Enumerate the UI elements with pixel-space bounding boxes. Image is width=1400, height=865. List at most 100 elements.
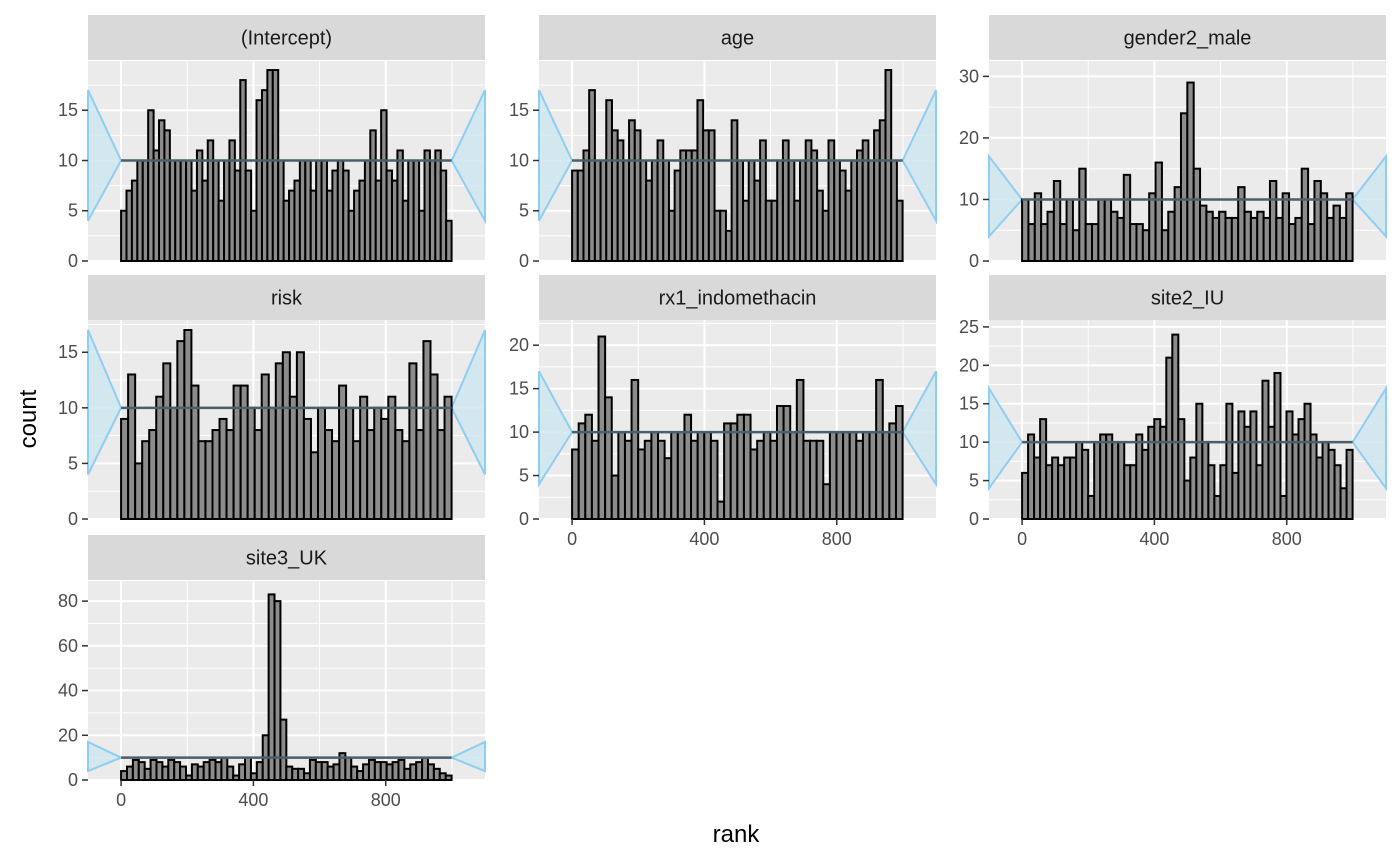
y-tick-label: 15 <box>509 379 529 399</box>
y-axis-rx1-indomethacin: 0 5 10 15 20 <box>509 335 539 529</box>
bar <box>232 384 242 520</box>
y-tick-label: 10 <box>509 150 529 170</box>
bar <box>197 440 207 520</box>
facet-risk: risk 0 5 10 15 <box>58 275 486 529</box>
y-tick-label: 5 <box>519 466 529 486</box>
y-tick-label: 15 <box>58 100 78 120</box>
bar <box>218 417 228 520</box>
bar <box>225 429 235 520</box>
x-tick-label: 0 <box>567 529 577 549</box>
bar <box>895 199 904 262</box>
strip-intercept <box>88 15 485 60</box>
bar <box>204 440 214 520</box>
y-tick-label: 0 <box>969 509 979 529</box>
strip-gender2-male <box>989 15 1386 60</box>
strip-rx1-indomethacin <box>539 275 936 320</box>
x-axis-site2-iu: 0 400 800 <box>1017 519 1302 549</box>
x-axis-rx1-indomethacin: 0 400 800 <box>567 519 852 549</box>
bar <box>1300 167 1310 262</box>
x-tick-label: 800 <box>822 529 852 549</box>
y-axis-site2-iu: 0 5 10 15 20 25 <box>959 317 989 529</box>
y-tick-label: 30 <box>959 66 979 86</box>
x-tick-label: 0 <box>116 790 126 810</box>
y-tick-label: 5 <box>969 471 979 491</box>
bar <box>1052 180 1062 262</box>
bar <box>274 362 284 520</box>
y-axis-site3-uk: 0 20 40 60 80 <box>58 591 88 790</box>
bar <box>1177 418 1186 520</box>
bar <box>1345 448 1354 521</box>
y-tick-label: 15 <box>509 100 529 120</box>
y-tick-label: 40 <box>58 681 78 701</box>
bar <box>436 429 446 520</box>
bar <box>302 417 312 520</box>
strip-label-risk: risk <box>271 288 303 310</box>
bar <box>338 384 348 520</box>
bar <box>789 431 798 521</box>
strip-label-site2-iu: site2_IU <box>1151 288 1224 310</box>
bars-site2-iu <box>1021 333 1354 521</box>
y-tick-label: 10 <box>959 432 979 452</box>
bars-gender2-male <box>1021 81 1354 263</box>
y-tick-label: 0 <box>519 251 529 271</box>
y-axis-intercept: 0 5 10 15 <box>58 100 88 271</box>
bar <box>169 406 179 520</box>
bar <box>288 395 298 520</box>
strip-label-rx1-indomethacin: rx1_indomethacin <box>659 288 817 310</box>
bar <box>444 774 453 782</box>
y-tick-label: 10 <box>509 422 529 442</box>
x-tick-label: 800 <box>1272 529 1302 549</box>
y-tick-label: 0 <box>68 770 78 790</box>
strip-label-age: age <box>721 28 754 50</box>
y-tick-label: 20 <box>959 128 979 148</box>
bar <box>273 600 282 781</box>
strip-label-intercept: (Intercept) <box>241 28 332 50</box>
bar <box>281 351 291 520</box>
bar <box>408 362 418 520</box>
strip-risk <box>88 275 485 320</box>
bars-intercept <box>120 69 453 263</box>
bar <box>190 384 200 520</box>
bar <box>155 395 165 520</box>
y-tick-label: 20 <box>58 725 78 745</box>
x-tick-label: 0 <box>1017 529 1027 549</box>
bar <box>373 406 383 520</box>
bar <box>239 384 249 520</box>
strip-label-gender2-male: gender2_male <box>1124 28 1252 50</box>
y-axis-risk: 0 5 10 15 <box>58 342 88 529</box>
y-tick-label: 15 <box>959 394 979 414</box>
bar <box>316 406 327 520</box>
y-axis-gender2-male: 0 10 20 30 <box>959 66 989 271</box>
bar <box>1225 402 1234 520</box>
bar <box>134 462 144 521</box>
bar <box>267 406 277 520</box>
bar <box>120 417 130 520</box>
facet-site2-iu: site2_IU 0 5 10 15 20 25 0 400 800 <box>959 275 1387 549</box>
bar <box>401 440 411 520</box>
facet-gender2-male: gender2_male 0 10 20 30 <box>959 15 1387 271</box>
facet-age: age 0 5 10 15 <box>509 15 937 271</box>
bar <box>127 373 137 520</box>
bar <box>324 429 334 520</box>
y-tick-label: 80 <box>58 591 78 611</box>
x-axis-title: rank <box>713 821 761 848</box>
bar <box>176 340 186 520</box>
bar <box>1154 161 1163 262</box>
bar <box>183 329 193 521</box>
strip-site3-uk <box>88 535 485 580</box>
x-tick-label: 400 <box>1139 529 1169 549</box>
facet-rx1-indomethacin: rx1_indomethacin 0 5 10 15 20 0 400 800 <box>509 275 937 549</box>
bar <box>295 351 305 520</box>
bar <box>1122 173 1132 263</box>
x-axis-site3-uk: 0 400 800 <box>116 780 401 810</box>
bar <box>309 451 319 520</box>
y-tick-label: 0 <box>68 251 78 271</box>
bar <box>380 417 390 520</box>
bar <box>359 395 369 520</box>
bar <box>445 219 453 263</box>
facet-intercept: (Intercept) 0 5 10 15 <box>58 15 486 271</box>
bar <box>1273 372 1282 520</box>
bar <box>387 395 397 520</box>
bar <box>260 373 270 520</box>
bar <box>253 429 263 520</box>
